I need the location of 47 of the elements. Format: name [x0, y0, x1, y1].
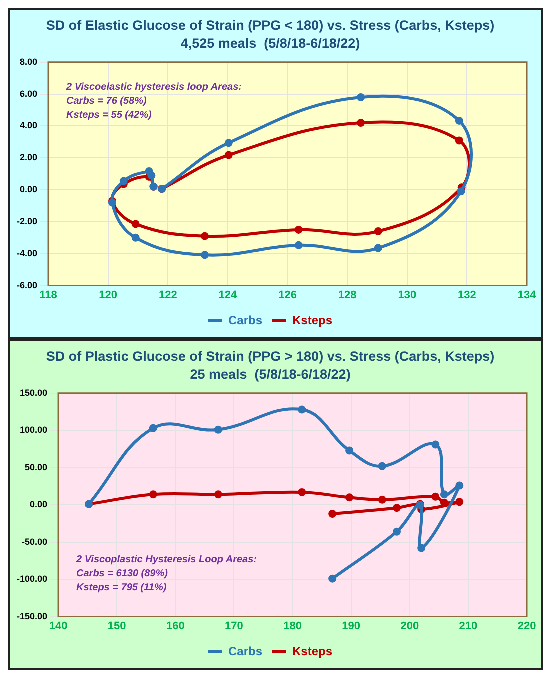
annotation: 2 Viscoplastic Hysteresis Loop Areas:: [76, 554, 257, 566]
x-tick-label: 190: [342, 620, 360, 632]
y-tick-label: -150.00: [16, 611, 48, 622]
x-tick-label: 150: [108, 620, 126, 632]
x-tick-label: 160: [166, 620, 185, 632]
chart-title: SD of Elastic Glucose of Strain (PPG < 180) vs. Stress (Carbs, Ksteps): [46, 18, 495, 33]
x-tick-label: 220: [518, 620, 536, 632]
x-tick-label: 134: [518, 289, 538, 302]
y-tick-label: 0.00: [30, 500, 48, 510]
y-tick-label: -50.00: [22, 536, 48, 547]
legend-label: Ksteps: [292, 644, 333, 658]
x-tick-label: 140: [49, 620, 68, 632]
y-tick-label: 2.00: [20, 152, 38, 163]
legend-label: Carbs: [228, 313, 263, 328]
x-tick-label: 118: [40, 289, 58, 302]
legend-label: Ksteps: [292, 313, 333, 328]
annotation: Ksteps = 55 (42%): [66, 110, 152, 122]
x-tick-label: 126: [278, 289, 297, 302]
y-tick-label: 6.00: [20, 88, 38, 99]
y-tick-label: 150.00: [20, 388, 48, 398]
y-tick-label: -6.00: [17, 280, 38, 290]
chart-subtitle: 4,525 meals (5/8/18-6/18/22): [180, 36, 360, 52]
annotation: Carbs = 76 (58%): [66, 96, 148, 108]
x-tick-label: 120: [99, 289, 118, 302]
annotation: 2 Viscoelastic hysteresis loop Areas:: [66, 82, 242, 94]
x-tick-label: 124: [218, 289, 238, 302]
x-tick-label: 130: [398, 289, 417, 302]
x-tick-label: 170: [225, 620, 244, 632]
y-tick-label: 100.00: [20, 425, 48, 436]
chart-subtitle: 25 meals (5/8/18-6/18/22): [190, 367, 351, 382]
y-tick-label: 50.00: [24, 462, 48, 472]
x-tick-label: 210: [459, 620, 478, 632]
x-tick-label: 128: [338, 289, 357, 302]
y-tick-label: -2.00: [17, 216, 38, 226]
legend-label: Carbs: [228, 644, 263, 658]
y-tick-label: 0.00: [20, 184, 38, 195]
y-tick-label: 4.00: [20, 120, 38, 131]
chart-title: SD of Plastic Glucose of Strain (PPG > 180) vs. Stress (Carbs, Ksteps): [46, 348, 495, 364]
y-tick-label: -100.00: [16, 574, 48, 584]
x-tick-label: 200: [400, 620, 420, 632]
annotation: Ksteps = 795 (11%): [76, 582, 168, 594]
x-tick-label: 122: [158, 289, 178, 302]
x-tick-label: 132: [458, 289, 476, 302]
y-tick-label: -4.00: [17, 248, 38, 258]
annotation: Carbs = 6130 (89%): [76, 568, 169, 580]
y-tick-label: 8.00: [20, 56, 38, 67]
x-tick-label: 180: [284, 620, 302, 632]
